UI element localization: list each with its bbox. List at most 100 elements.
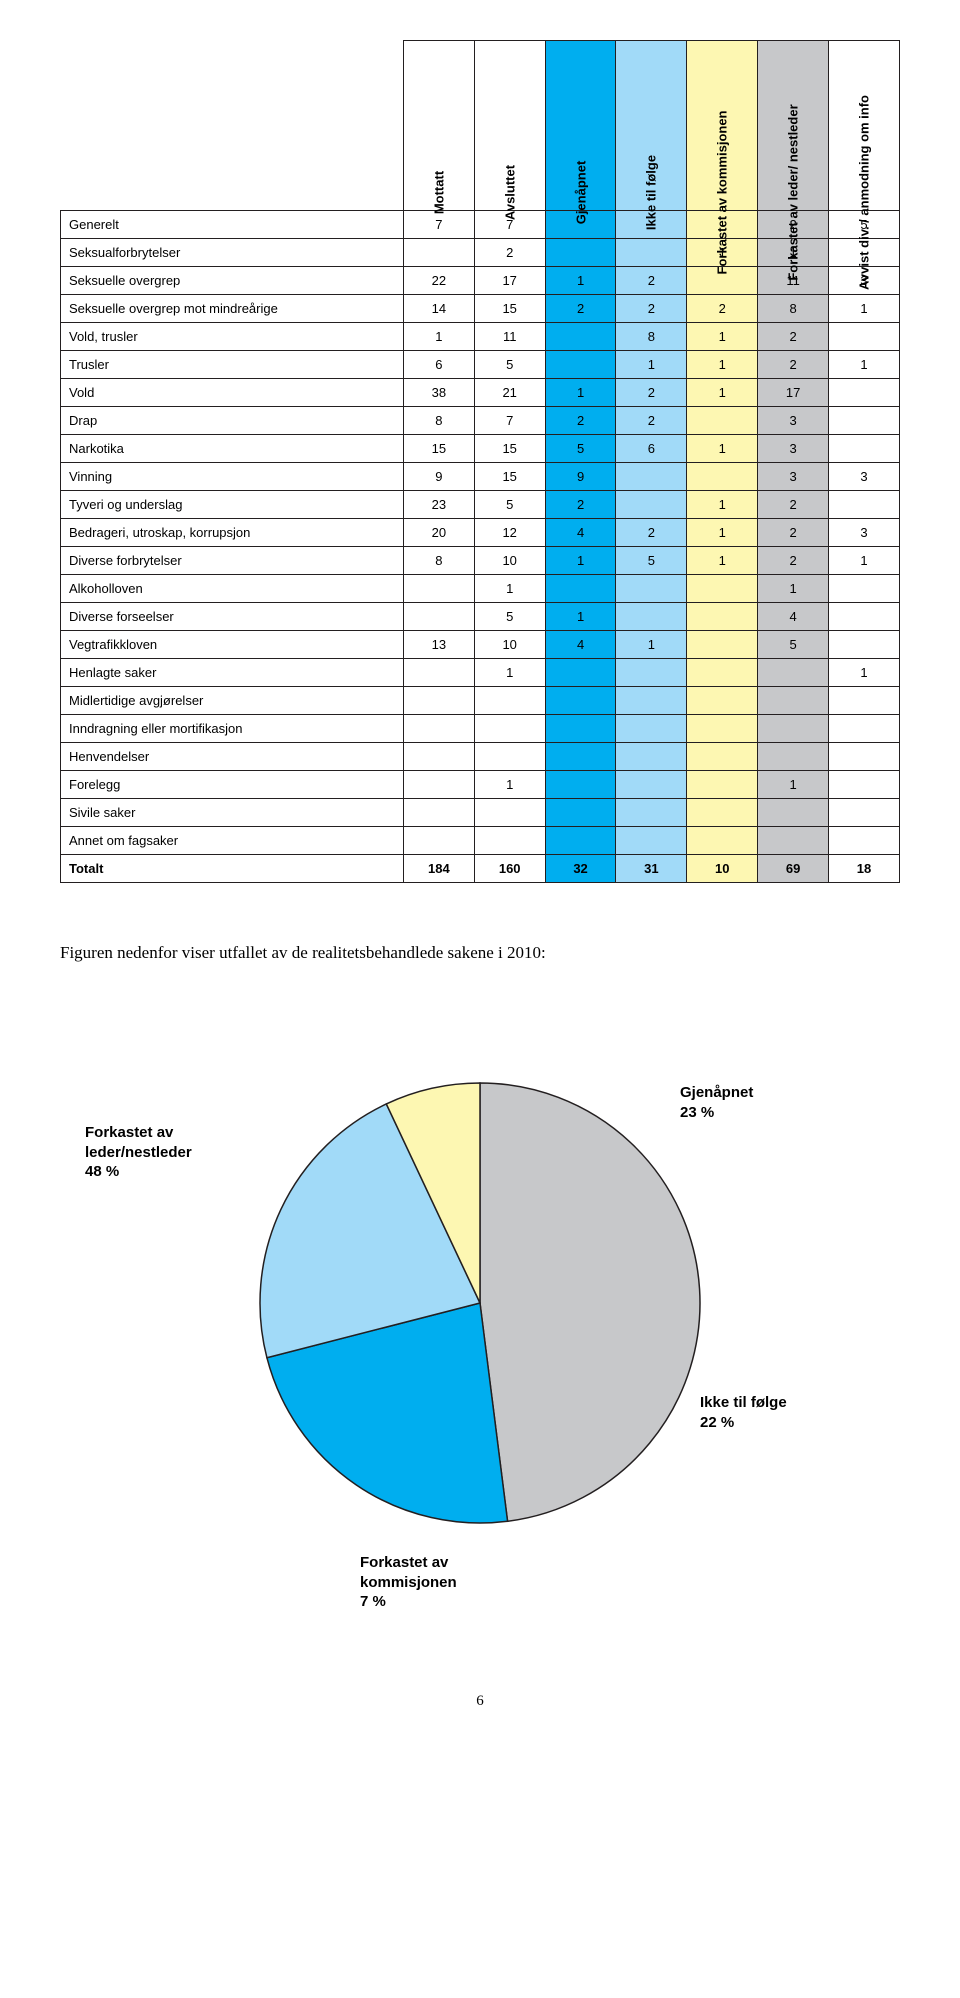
table-cell (829, 575, 900, 603)
table-cell: 1 (687, 351, 758, 379)
table-cell (616, 771, 687, 799)
table-cell: 1 (474, 771, 545, 799)
table-cell (474, 687, 545, 715)
table-cell: 1 (616, 351, 687, 379)
table-cell: 7 (403, 211, 474, 239)
table-cell: 12 (474, 519, 545, 547)
table-cell (616, 715, 687, 743)
table-cell: 2 (616, 407, 687, 435)
totals-cell: 32 (545, 855, 616, 883)
table-cell: 1 (403, 323, 474, 351)
table-cell: 1 (616, 631, 687, 659)
table-cell (687, 799, 758, 827)
table-cell: 10 (474, 631, 545, 659)
table-row: Midlertidige avgjørelser (61, 687, 900, 715)
table-cell: 1 (829, 547, 900, 575)
table-cell: 5 (474, 603, 545, 631)
table-cell (758, 659, 829, 687)
table-cell: 5 (758, 631, 829, 659)
column-header: Gjenåpnet (545, 41, 616, 211)
table-cell (829, 491, 900, 519)
table-cell (545, 323, 616, 351)
totals-cell: 31 (616, 855, 687, 883)
row-label: Diverse forbrytelser (61, 547, 404, 575)
table-row: Inndragning eller mortifikasjon (61, 715, 900, 743)
table-cell (616, 575, 687, 603)
table-cell (474, 715, 545, 743)
pie-chart-container: Forkastet avleder/nestleder48 %Gjenåpnet… (60, 993, 900, 1633)
table-cell (403, 799, 474, 827)
table-row: Vegtrafikkloven1310415 (61, 631, 900, 659)
table-row: Generelt7725 (61, 211, 900, 239)
table-cell (829, 715, 900, 743)
column-header-label: Mottatt (431, 171, 446, 214)
table-cell: 5 (474, 491, 545, 519)
table-cell: 15 (403, 435, 474, 463)
table-cell (403, 239, 474, 267)
row-label: Inndragning eller mortifikasjon (61, 715, 404, 743)
table-cell (403, 715, 474, 743)
table-cell (474, 743, 545, 771)
row-label: Alkoholloven (61, 575, 404, 603)
column-header-label: Gjenåpnet (573, 161, 588, 225)
table-cell (545, 799, 616, 827)
table-cell: 20 (403, 519, 474, 547)
table-cell (403, 743, 474, 771)
table-cell (758, 827, 829, 855)
table-cell (616, 799, 687, 827)
table-cell: 15 (474, 463, 545, 491)
column-header: Avsluttet (474, 41, 545, 211)
table-cell: 2 (474, 239, 545, 267)
table-cell (829, 771, 900, 799)
totals-cell: 160 (474, 855, 545, 883)
table-row: Bedrageri, utroskap, korrupsjon201242123 (61, 519, 900, 547)
table-cell (403, 603, 474, 631)
table-cell: 1 (687, 547, 758, 575)
data-table: MottattAvsluttetGjenåpnetIkke til følgeF… (60, 40, 900, 883)
figure-caption: Figuren nedenfor viser utfallet av de re… (60, 943, 900, 963)
table-cell: 22 (403, 267, 474, 295)
row-label: Vold (61, 379, 404, 407)
table-row: Sivile saker (61, 799, 900, 827)
row-label: Tyveri og underslag (61, 491, 404, 519)
table-cell: 2 (616, 519, 687, 547)
table-cell (687, 771, 758, 799)
row-label: Bedrageri, utroskap, korrupsjon (61, 519, 404, 547)
table-cell: 13 (403, 631, 474, 659)
table-cell (545, 351, 616, 379)
table-cell (545, 687, 616, 715)
table-cell (829, 323, 900, 351)
column-header-label: Avsluttet (502, 165, 517, 220)
table-cell (474, 827, 545, 855)
table-cell: 3 (758, 407, 829, 435)
table-row: Seksuelle overgrep mot mindreårige141522… (61, 295, 900, 323)
table-row: Annet om fagsaker (61, 827, 900, 855)
column-header: Avvist div. / anmodning om info (829, 41, 900, 211)
table-body: Generelt7725Seksualforbrytelser211Seksue… (61, 211, 900, 855)
table-cell (616, 491, 687, 519)
table-cell (616, 239, 687, 267)
table-cell (758, 715, 829, 743)
table-cell (616, 827, 687, 855)
table-row: Drap87223 (61, 407, 900, 435)
pie-slice-label: Gjenåpnet23 % (680, 1083, 753, 1122)
row-label: Diverse forseelser (61, 603, 404, 631)
table-cell (829, 799, 900, 827)
table-cell (403, 687, 474, 715)
row-label: Annet om fagsaker (61, 827, 404, 855)
table-cell: 1 (829, 295, 900, 323)
column-header-label: Forkastet av leder/ nestleder (786, 104, 801, 280)
table-cell (545, 715, 616, 743)
table-cell: 2 (616, 267, 687, 295)
table-cell (829, 407, 900, 435)
table-cell: 1 (687, 519, 758, 547)
table-cell: 5 (545, 435, 616, 463)
table-cell (616, 743, 687, 771)
table-cell: 3 (758, 463, 829, 491)
table-cell: 1 (758, 771, 829, 799)
table-cell (687, 631, 758, 659)
table-row: Forelegg11 (61, 771, 900, 799)
table-row: Seksuelle overgrep221712113 (61, 267, 900, 295)
page-number: 6 (60, 1693, 900, 1710)
table-cell (616, 659, 687, 687)
